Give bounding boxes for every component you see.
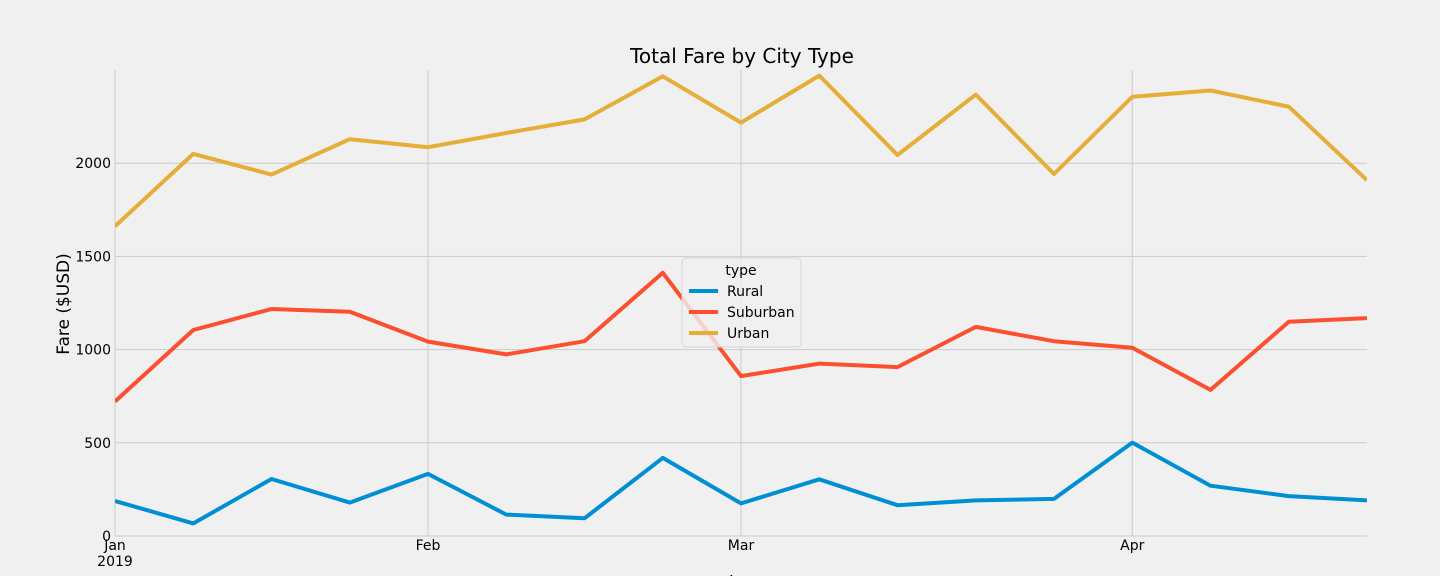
x-tick-label: Jan [103, 538, 126, 554]
series-line-rural [115, 440, 1367, 526]
y-tick-label: 0 [102, 529, 111, 545]
grid-lines [114, 70, 1367, 537]
x-axis-label: date [723, 573, 761, 576]
y-axis: 0 500 1000 1500 2000 [75, 156, 111, 545]
legend-label-urban: Urban [727, 326, 769, 342]
y-axis-label: Fare ($USD) [54, 253, 74, 355]
x-tick-label: Feb [416, 538, 441, 554]
series-line-suburban [115, 270, 1367, 403]
legend-box [681, 257, 802, 348]
x-tick-label: Mar [728, 538, 755, 554]
y-tick-label: 1500 [75, 249, 111, 265]
y-tick-label: 1000 [75, 343, 111, 359]
legend-title: type [725, 263, 756, 279]
series-lines [115, 73, 1367, 526]
legend-label-rural: Rural [727, 284, 763, 300]
chart-title: Total Fare by City Type [629, 44, 854, 68]
x-tick-label: Apr [1120, 538, 1144, 554]
legend-label-suburban: Suburban [727, 305, 795, 321]
series-line-urban [115, 73, 1367, 228]
legend: type Rural Suburban Urban [681, 257, 802, 348]
y-tick-label: 500 [84, 436, 111, 452]
x-tick-sublabel: 2019 [97, 554, 133, 570]
y-tick-label: 2000 [75, 156, 111, 172]
